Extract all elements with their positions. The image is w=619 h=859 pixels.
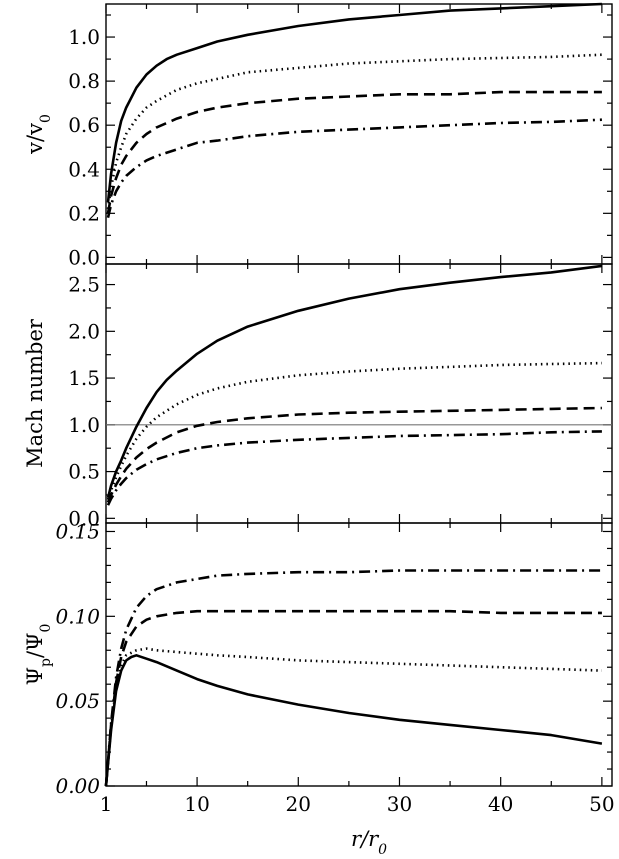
- series-dashdot: [106, 430, 602, 506]
- series-dashed: [106, 90, 602, 214]
- y-tick-label: 0.8: [68, 69, 100, 93]
- y-tick-label: 1.5: [68, 366, 100, 390]
- series-dashdot: [104, 569, 602, 787]
- y-tick-label: 1.0: [68, 413, 100, 437]
- series-dotted: [106, 53, 602, 210]
- y-tick-label: 2.0: [68, 319, 100, 343]
- y-axis-title-part: /: [23, 650, 47, 658]
- panel-frame: [105, 263, 613, 524]
- x-axis-title-sep: /: [359, 827, 370, 851]
- y-axis-title-part: Ψ: [23, 667, 47, 685]
- y-axis-title-part: 0: [38, 114, 54, 123]
- series-dotted: [106, 361, 602, 501]
- x-axis-title-sub: 0: [378, 842, 387, 858]
- panel-2: 0.0 0.5 1.0 1.5 2.0 2.5 Mach number: [23, 263, 613, 530]
- series-dashdot: [106, 118, 602, 218]
- series-solid: [106, 264, 603, 499]
- y-tick-label: 0.0: [68, 245, 100, 269]
- series-dashed: [104, 609, 602, 787]
- series-solid: [104, 653, 603, 787]
- y-axis-title-part: v: [23, 123, 47, 136]
- y-axis-title-part: /: [23, 134, 47, 142]
- y-tick-label: 2.5: [68, 273, 100, 297]
- y-tick-label: 1.0: [68, 25, 100, 49]
- series-dashed: [106, 406, 602, 503]
- y-tick-label: 0.10: [55, 604, 100, 628]
- y-axis-title-part: v: [23, 142, 47, 155]
- y-tick-label: 0.5: [68, 460, 100, 484]
- x-axis-title: r/r0: [351, 827, 387, 858]
- panels: 0.00.20.40.60.81.0v/v00.00.51.01.52.02.5…: [23, 2, 615, 816]
- y-axis-title-part: 0: [38, 624, 54, 633]
- y-tick-label: 0.05: [55, 689, 100, 713]
- y-tick-label: 0.2: [68, 201, 100, 225]
- x-tick-label: 20: [286, 792, 311, 816]
- y-axis-title: Ψp/Ψ0: [23, 624, 54, 686]
- y-axis-title-part: Ψ: [23, 633, 47, 651]
- y-axis-title-part: p: [38, 658, 54, 667]
- x-tick-label: 30: [387, 792, 412, 816]
- x-tick-label: 10: [184, 792, 209, 816]
- panel-1: 0.00.20.40.60.81.0v/v0: [23, 2, 613, 269]
- panel-frame: [105, 522, 613, 787]
- y-tick-label: 0.00: [55, 774, 100, 798]
- y-axis-title: Mach number: [23, 318, 47, 468]
- y-tick-label: 0.6: [68, 113, 100, 137]
- x-tick-label: 40: [488, 792, 513, 816]
- panel-frame: [105, 3, 613, 265]
- x-axis-title-main-repeat: r: [368, 827, 380, 851]
- x-tick-label: 50: [589, 792, 614, 816]
- x-tick-label: 1: [100, 792, 113, 816]
- y-tick-label: 0.15: [55, 519, 100, 543]
- series-dotted: [104, 647, 602, 787]
- series-solid: [106, 2, 602, 203]
- y-tick-label: 0.4: [68, 157, 100, 181]
- y-tick-label: 0.0: [68, 506, 100, 530]
- x-axis-title-main: r: [351, 827, 363, 851]
- y-axis-title: v/v0: [23, 114, 54, 155]
